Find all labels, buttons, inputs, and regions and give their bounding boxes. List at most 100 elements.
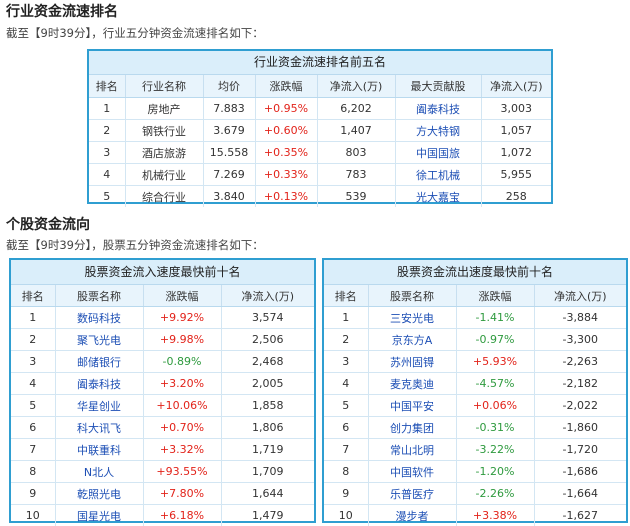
industry-name-cell: 酒店旅游 — [125, 142, 203, 164]
rank-cell: 5 — [11, 395, 55, 417]
rank-cell: 7 — [324, 439, 368, 461]
top-stock-link[interactable]: 徐工机械 — [395, 164, 481, 186]
stock-name-link[interactable]: 阖泰科技 — [55, 373, 143, 395]
stock-name-link[interactable]: 创力集团 — [368, 417, 456, 439]
rank-cell: 8 — [324, 461, 368, 483]
rank-cell: 9 — [324, 483, 368, 505]
net-inflow-cell: 539 — [317, 186, 395, 208]
top-stock-link[interactable]: 方大特钢 — [395, 120, 481, 142]
stock-name-link[interactable]: 三安光电 — [368, 307, 456, 329]
rank-cell: 4 — [324, 373, 368, 395]
rank-cell: 1 — [324, 307, 368, 329]
change-cell: +9.92% — [143, 307, 221, 329]
column-header: 涨跌幅 — [255, 75, 317, 98]
net-inflow-cell: 1,709 — [221, 461, 314, 483]
stock-name-link[interactable]: 京东方A — [368, 329, 456, 351]
net-inflow-cell: 1,858 — [221, 395, 314, 417]
change-cell: +10.06% — [143, 395, 221, 417]
top-stock-link[interactable]: 光大嘉宝 — [395, 186, 481, 208]
inflow-table-header: 排名股票名称涨跌幅净流入(万) — [11, 285, 314, 307]
change-cell: +3.20% — [143, 373, 221, 395]
net-inflow-cell: 2,005 — [221, 373, 314, 395]
stock-name-link[interactable]: N北人 — [55, 461, 143, 483]
stock-name-link[interactable]: 苏州固锝 — [368, 351, 456, 373]
stock-name-link[interactable]: 漫步者 — [368, 505, 456, 526]
avg-price-cell: 3.840 — [203, 186, 255, 208]
stock-name-link[interactable]: 邮储银行 — [55, 351, 143, 373]
stock-name-link[interactable]: 科大讯飞 — [55, 417, 143, 439]
rank-cell: 4 — [11, 373, 55, 395]
rank-cell: 10 — [11, 505, 55, 526]
stock-name-link[interactable]: 国星光电 — [55, 505, 143, 526]
stock-name-link[interactable]: 常山北明 — [368, 439, 456, 461]
stock-name-link[interactable]: 乐普医疗 — [368, 483, 456, 505]
column-header: 涨跌幅 — [143, 285, 221, 307]
column-header: 股票名称 — [368, 285, 456, 307]
avg-price-cell: 3.679 — [203, 120, 255, 142]
column-header: 排名 — [11, 285, 55, 307]
net-inflow-cell: 1,407 — [317, 120, 395, 142]
net-inflow-cell: 1,644 — [221, 483, 314, 505]
stock-name-link[interactable]: 数码科技 — [55, 307, 143, 329]
change-cell: +0.35% — [255, 142, 317, 164]
change-cell: -0.97% — [456, 329, 534, 351]
top-stock-link[interactable]: 中国国旅 — [395, 142, 481, 164]
change-cell: -1.20% — [456, 461, 534, 483]
net-inflow-cell: 783 — [317, 164, 395, 186]
stock-subtitle: 截至【9时39分】，股票五分钟资金流速排名如下： — [6, 237, 264, 253]
net-inflow-cell: -3,884 — [534, 307, 626, 329]
stock-name-link[interactable]: 乾照光电 — [55, 483, 143, 505]
net-inflow-cell: -3,300 — [534, 329, 626, 351]
industry-subtitle: 截至【9时39分】，行业五分钟资金流速排名如下： — [6, 25, 264, 41]
change-cell: +93.55% — [143, 461, 221, 483]
stock-name-link[interactable]: 聚飞光电 — [55, 329, 143, 351]
net-inflow-cell: -1,686 — [534, 461, 626, 483]
net-inflow-cell: 1,806 — [221, 417, 314, 439]
top-stock-link[interactable]: 阖泰科技 — [395, 98, 481, 120]
industry-name-cell: 房地产 — [125, 98, 203, 120]
stock-name-link[interactable]: 中联重科 — [55, 439, 143, 461]
rank-cell: 2 — [324, 329, 368, 351]
rank-cell: 2 — [11, 329, 55, 351]
change-cell: -1.41% — [456, 307, 534, 329]
stock-name-link[interactable]: 中国软件 — [368, 461, 456, 483]
change-cell: +5.93% — [456, 351, 534, 373]
change-cell: +3.38% — [456, 505, 534, 526]
column-header: 最大贡献股 — [395, 75, 481, 98]
stock-name-link[interactable]: 华星创业 — [55, 395, 143, 417]
rank-cell: 1 — [89, 98, 125, 120]
change-cell: +0.95% — [255, 98, 317, 120]
net-inflow-cell: 2,468 — [221, 351, 314, 373]
stock-heading: 个股资金流向 — [6, 215, 90, 235]
stock-net-inflow-cell: 1,072 — [481, 142, 551, 164]
change-cell: +9.98% — [143, 329, 221, 351]
stock-name-link[interactable]: 麦克奥迪 — [368, 373, 456, 395]
stock-name-link[interactable]: 中国平安 — [368, 395, 456, 417]
stock-net-inflow-cell: 258 — [481, 186, 551, 208]
industry-name-cell: 综合行业 — [125, 186, 203, 208]
